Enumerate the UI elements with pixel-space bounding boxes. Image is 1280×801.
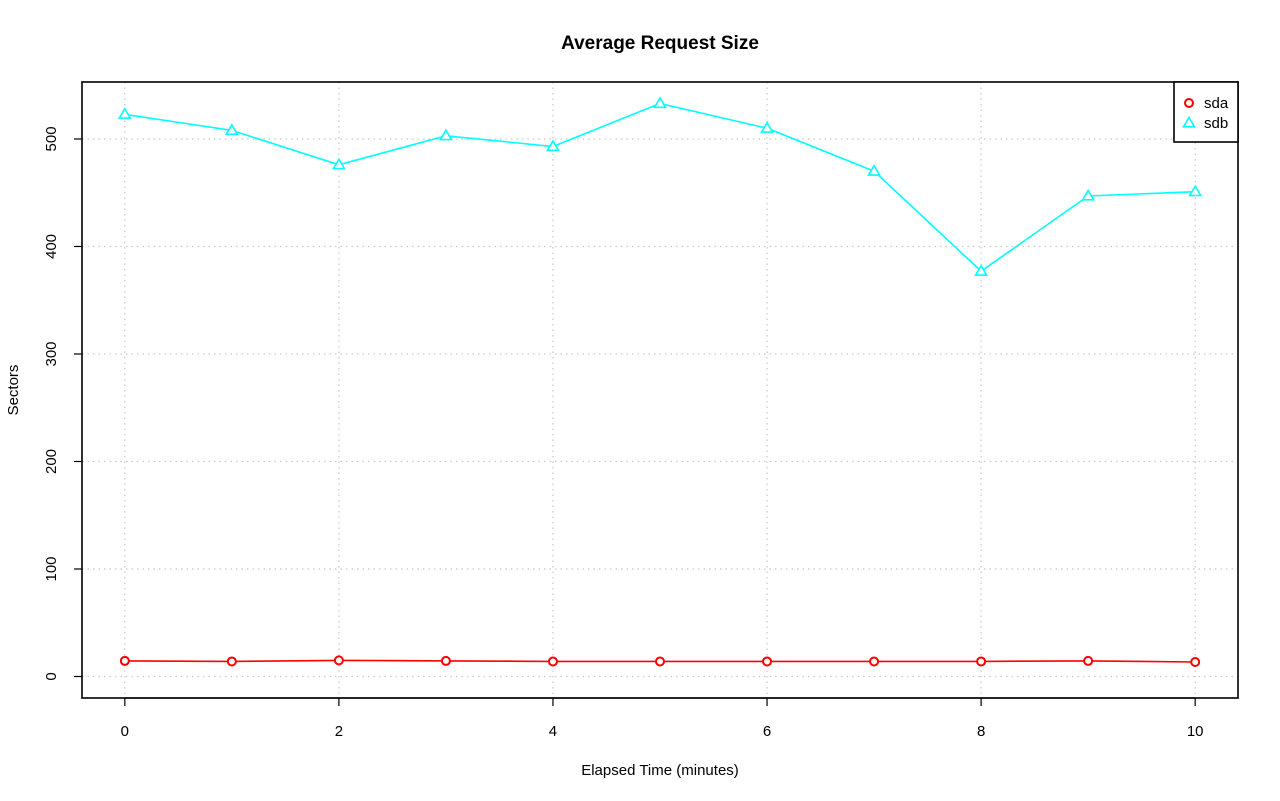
legend-label-sdb: sdb: [1204, 115, 1228, 132]
x-tick-label: 4: [549, 723, 557, 740]
x-tick-label: 10: [1187, 723, 1204, 740]
legend-box: [1173, 81, 1239, 143]
series-sdb-point: [974, 264, 989, 276]
series-sda-point: [226, 656, 237, 667]
series-sda-point: [119, 655, 130, 666]
x-tick-label: 6: [763, 723, 771, 740]
series-sdb-point: [224, 123, 239, 136]
x-tick-label: 2: [335, 723, 343, 740]
y-tick-label: 100: [43, 556, 60, 581]
y-axis-label: Sectors: [5, 365, 22, 416]
series-sda-point: [1083, 655, 1094, 666]
y-tick-label: 300: [43, 341, 60, 366]
series-sdb-point: [760, 121, 774, 133]
grid: [82, 82, 1238, 698]
y-tick-label: 500: [43, 126, 60, 151]
chart-title: Average Request Size: [561, 33, 759, 54]
series-sdb-point: [117, 107, 132, 119]
series-layer: [117, 96, 1203, 667]
series-sda-point: [440, 655, 451, 666]
legend-marker-sdb: [1182, 115, 1196, 128]
y-axis: 0 100 200 300 400 500: [43, 126, 82, 681]
x-tick-label: 0: [121, 723, 129, 740]
x-tick-label: 8: [977, 723, 985, 740]
series-sda-point: [869, 656, 880, 667]
series-sdb-point: [867, 164, 881, 176]
legend-label-sda: sda: [1204, 95, 1229, 112]
legend: sda sdb: [1173, 81, 1239, 143]
series-sda-point: [1190, 656, 1201, 667]
series-sdb-point: [653, 96, 667, 109]
series-sda-point: [762, 656, 773, 667]
y-tick-label: 0: [43, 672, 60, 680]
series-sda-point: [547, 656, 558, 667]
x-axis-label: Elapsed Time (minutes): [581, 762, 739, 779]
series-sdb-point: [546, 139, 560, 152]
y-tick-label: 400: [43, 234, 60, 259]
series-sda-point: [333, 655, 344, 666]
series-sdb-point: [439, 128, 453, 141]
y-tick-label: 200: [43, 449, 60, 474]
series-sda-point: [655, 656, 665, 667]
legend-marker-sda: [1184, 98, 1194, 108]
series-sdb-point: [1188, 184, 1203, 197]
series-sdb-point: [1081, 188, 1096, 201]
x-axis: 0 2 4 6 8 10: [121, 697, 1204, 740]
series-sdb-point: [331, 157, 346, 170]
series-sda-point: [976, 656, 987, 667]
